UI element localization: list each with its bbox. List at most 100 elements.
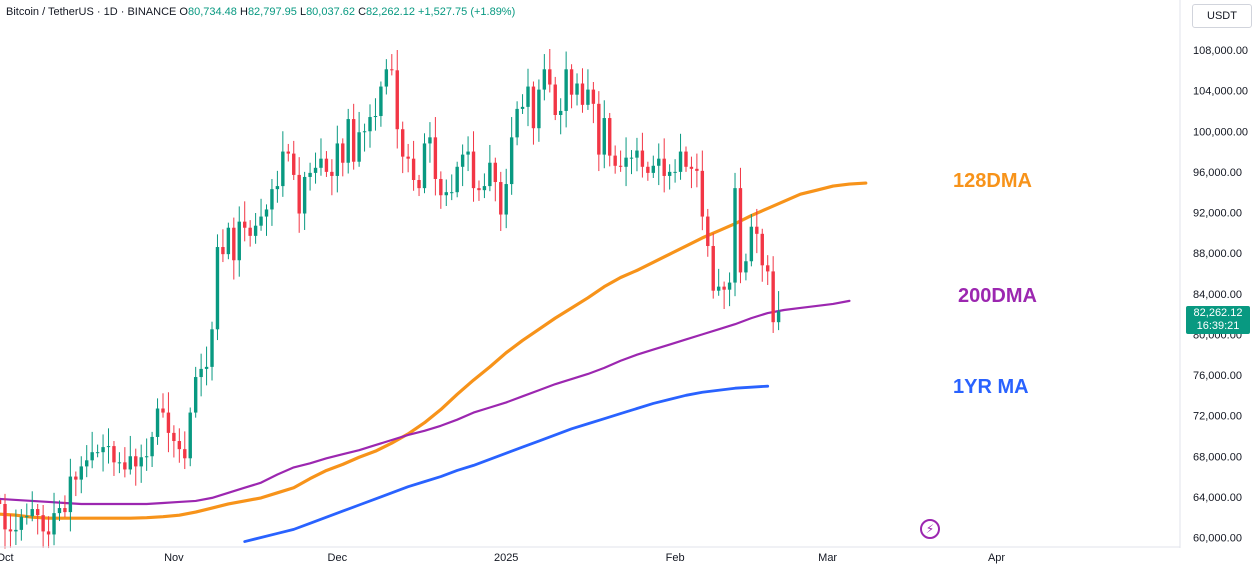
candle-body: [738, 188, 743, 273]
candle-body: [46, 531, 51, 535]
candle: [695, 153, 699, 188]
candle: [79, 456, 83, 494]
candle: [564, 51, 568, 128]
candle: [760, 228, 764, 282]
candle-body: [68, 476, 73, 513]
candle-body: [172, 432, 176, 442]
candle: [460, 144, 465, 187]
candle: [204, 346, 209, 386]
candle: [422, 133, 427, 194]
candle-body: [204, 366, 209, 369]
candle: [608, 112, 612, 167]
candle: [30, 491, 34, 522]
candle-body: [493, 162, 498, 183]
candle-body: [286, 151, 290, 154]
candle: [193, 366, 198, 418]
candle-body: [591, 89, 596, 104]
candle: [744, 253, 748, 281]
candle-body: [330, 171, 334, 176]
low-label: L: [299, 6, 307, 18]
candle: [493, 157, 498, 202]
candle: [439, 171, 443, 209]
candle-body: [188, 412, 192, 459]
candle-body: [139, 457, 143, 467]
x-tick-label: Dec: [328, 552, 348, 564]
candle: [482, 173, 487, 199]
candle-body: [580, 83, 585, 105]
candle-body: [14, 529, 18, 532]
candle: [281, 131, 285, 197]
candle-body: [128, 456, 133, 470]
candle-body: [450, 192, 454, 194]
candle-body: [771, 271, 775, 323]
candle: [232, 217, 236, 280]
candle-body: [531, 86, 536, 129]
candle: [706, 208, 710, 257]
candle: [678, 133, 683, 180]
candle: [776, 291, 781, 331]
candle-body: [95, 452, 100, 454]
candle: [411, 140, 416, 191]
candle-body: [35, 509, 40, 516]
candle-body: [613, 155, 617, 166]
candle-body: [155, 408, 160, 437]
candle: [749, 214, 754, 267]
candle: [248, 220, 252, 247]
candle: [738, 167, 743, 284]
candle: [275, 170, 280, 203]
candle-body: [248, 227, 252, 236]
candle-body: [488, 162, 492, 187]
high-label: H: [239, 6, 248, 18]
candle-body: [706, 216, 710, 247]
candle-body: [455, 166, 459, 193]
candle: [177, 428, 182, 463]
candle-body: [673, 171, 677, 173]
candle-body: [553, 84, 557, 115]
candle-body: [341, 143, 345, 163]
candle: [313, 152, 318, 184]
candle-body: [422, 143, 427, 189]
symbol-title[interactable]: Bitcoin / TetherUS · 1D · BINANCE: [6, 6, 177, 18]
candle-body: [526, 86, 530, 107]
candle: [586, 69, 590, 110]
candle: [172, 425, 176, 458]
candle: [112, 441, 116, 476]
candle: [450, 174, 454, 201]
close-value: 82,262.12: [366, 6, 415, 18]
candle-body: [700, 170, 705, 217]
candle-body: [624, 157, 628, 167]
candle: [700, 150, 705, 231]
candle: [499, 171, 503, 231]
candle: [771, 256, 775, 333]
candle: [716, 268, 721, 296]
candle: [580, 68, 585, 113]
candle-body: [515, 108, 519, 138]
candle: [755, 208, 759, 254]
candle-body: [221, 247, 225, 255]
x-tick-label: Feb: [666, 552, 685, 564]
candle-body: [400, 129, 405, 157]
candle: [253, 213, 258, 244]
candle-body: [302, 176, 307, 214]
candle-body: [319, 158, 323, 168]
candle-body: [368, 117, 372, 132]
candle-body: [8, 529, 13, 532]
candle-body: [63, 508, 67, 513]
candle: [95, 444, 100, 458]
candle-body: [52, 513, 56, 535]
candle: [139, 444, 143, 483]
candle: [602, 100, 606, 169]
candle-body: [629, 157, 634, 159]
candle: [308, 162, 312, 191]
candle-body: [733, 188, 737, 283]
y-tick-label: 72,000.00: [1193, 411, 1242, 423]
lightning-icon[interactable]: ⚡: [920, 519, 940, 539]
candle: [504, 168, 508, 229]
candle: [150, 431, 154, 468]
y-tick-label: 104,000.00: [1193, 86, 1248, 98]
candle-body: [504, 184, 508, 215]
candle: [221, 229, 225, 263]
candle-body: [150, 436, 154, 457]
currency-button[interactable]: USDT: [1192, 4, 1252, 28]
